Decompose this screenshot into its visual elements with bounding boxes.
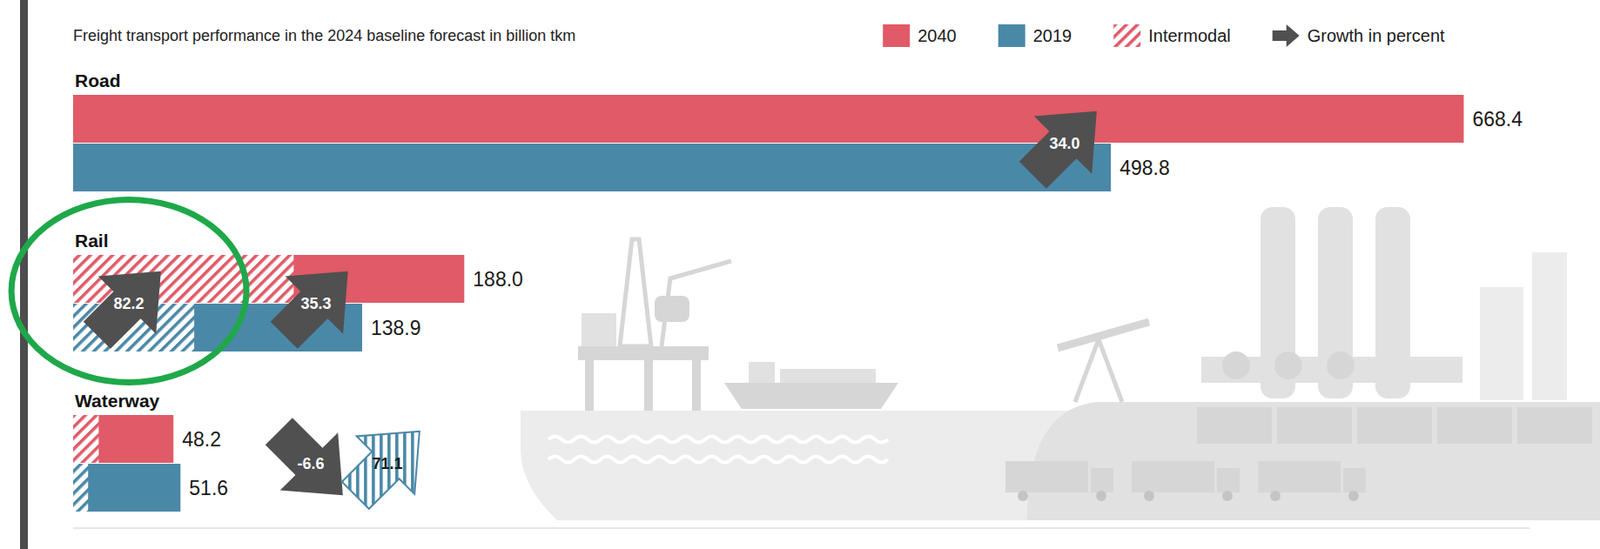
bar [73, 415, 174, 464]
legend-label: Intermodal [1148, 26, 1231, 46]
bar [73, 143, 1111, 192]
growth-label: -6.6 [297, 455, 325, 473]
title: Freight transport performance in the 202… [73, 26, 576, 45]
legend-label: Growth in percent [1307, 26, 1446, 46]
truck-cab [1090, 468, 1114, 493]
truck-trailer [1257, 461, 1341, 493]
legend-swatch [1113, 24, 1141, 48]
arrow-shape [255, 242, 377, 364]
rig-house [581, 313, 617, 347]
value-label: 138.9 [370, 316, 422, 340]
bar [73, 94, 1464, 143]
value-label: 668.4 [1472, 107, 1523, 131]
train-car [1437, 407, 1513, 444]
truck-cab [1216, 468, 1240, 493]
value-label: 188.0 [472, 268, 524, 291]
growth-arrow: 35.3 [255, 242, 377, 364]
truck-wheel [1270, 490, 1281, 502]
growth-arrow: 34.0 [1003, 81, 1126, 204]
truck-wheel [1017, 490, 1029, 502]
legend: 2040 2019 Intermodal Growth in percent [882, 24, 1446, 48]
rig-leg [584, 358, 594, 411]
legend-swatch [998, 24, 1026, 48]
tank [1274, 351, 1303, 380]
train-car [1357, 407, 1432, 444]
side-bar [20, 0, 28, 549]
city-building [1479, 287, 1524, 401]
rig-derrick [619, 239, 652, 347]
highlight-circle [11, 200, 247, 384]
legend-swatch [882, 24, 910, 48]
pump-frame [1075, 339, 1123, 403]
rig-leg [644, 358, 653, 411]
truck-wheel [1348, 490, 1359, 502]
growth-arrow: -6.6 [249, 402, 372, 525]
arrows: 34.0 35.3 82.2 -6.6 71.1 [11, 81, 1126, 525]
city-building [1532, 252, 1567, 401]
rig-cabin [654, 295, 690, 323]
legend-arrow [1272, 24, 1300, 48]
category-label: Road [74, 70, 122, 91]
x-axis-line [73, 528, 1530, 530]
growth-arrow: 71.1 [326, 402, 449, 525]
truck-cab [1343, 468, 1366, 493]
growth-arrow: 82.2 [67, 242, 190, 364]
truck-wheel [1222, 490, 1233, 502]
growth-label: 34.0 [1049, 134, 1081, 153]
tank [1326, 351, 1355, 380]
category-label: Waterway [74, 390, 161, 411]
legend-items: 2040 2019 Intermodal Growth in percent [882, 24, 1446, 48]
arrow-shape [326, 402, 449, 525]
tank [1222, 351, 1251, 380]
rig-leg [692, 358, 701, 411]
growth-label: 71.1 [372, 455, 404, 473]
legend-label: 2019 [1033, 26, 1073, 46]
intermodal-bar [73, 415, 99, 464]
truck-wheel [1143, 490, 1155, 502]
growth-label: 82.2 [114, 295, 145, 313]
wave [548, 436, 888, 444]
wave [548, 457, 888, 464]
pump-beam [1057, 322, 1150, 349]
truck-wheel [1095, 490, 1107, 502]
legend-label: 2040 [917, 26, 957, 46]
growth-label: 35.3 [300, 295, 331, 313]
arrow-shape [67, 242, 190, 364]
ship-hull [724, 383, 899, 410]
train-car [1277, 407, 1352, 444]
ship-bridge [748, 362, 775, 384]
train-car [1196, 407, 1272, 444]
value-label: 51.6 [188, 477, 229, 500]
category-label: Rail [74, 230, 109, 251]
truck-trailer [1005, 461, 1089, 493]
arrow-shape [1003, 81, 1126, 204]
value-label: 48.2 [181, 428, 222, 451]
ship-cargo [779, 369, 876, 384]
chart: Freight transport performance in the 202… [0, 0, 1600, 549]
intermodal-bar [73, 463, 88, 512]
train-car [1517, 407, 1593, 444]
value-label: 498.8 [1119, 156, 1170, 180]
land [1027, 402, 1600, 521]
bar [73, 463, 181, 512]
truck-trailer [1131, 461, 1215, 493]
background-illustration [520, 207, 1600, 521]
arrow-shape [249, 402, 372, 525]
